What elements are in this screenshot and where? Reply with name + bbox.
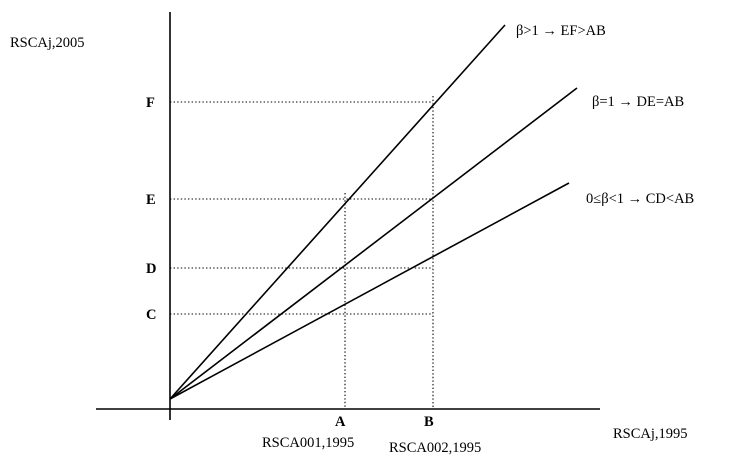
line-beta-greater-than-one xyxy=(169,24,506,400)
label-beta-equal-one: β=1 → DE=AB xyxy=(592,94,684,110)
y-tick-f: F xyxy=(146,95,155,111)
y-tick-e: E xyxy=(146,192,156,208)
x-tick-b-caption: RSCA002,1995 xyxy=(389,440,481,456)
line-beta-equal-one xyxy=(169,87,578,400)
line-beta-less-than-one xyxy=(169,182,570,400)
x-axis-label: RSCAj,1995 xyxy=(613,426,688,442)
y-tick-d: D xyxy=(146,261,156,277)
y-axis-label: RSCAj,2005 xyxy=(10,35,85,51)
label-beta-greater-than-one: β>1 → EF>AB xyxy=(516,23,606,39)
x-tick-a-caption: RSCA001,1995 xyxy=(262,435,354,451)
x-tick-a: A xyxy=(335,414,346,430)
x-tick-b: B xyxy=(424,414,434,430)
label-beta-less-than-one: 0≤β<1 → CD<AB xyxy=(586,191,694,207)
y-tick-c: C xyxy=(146,307,156,323)
